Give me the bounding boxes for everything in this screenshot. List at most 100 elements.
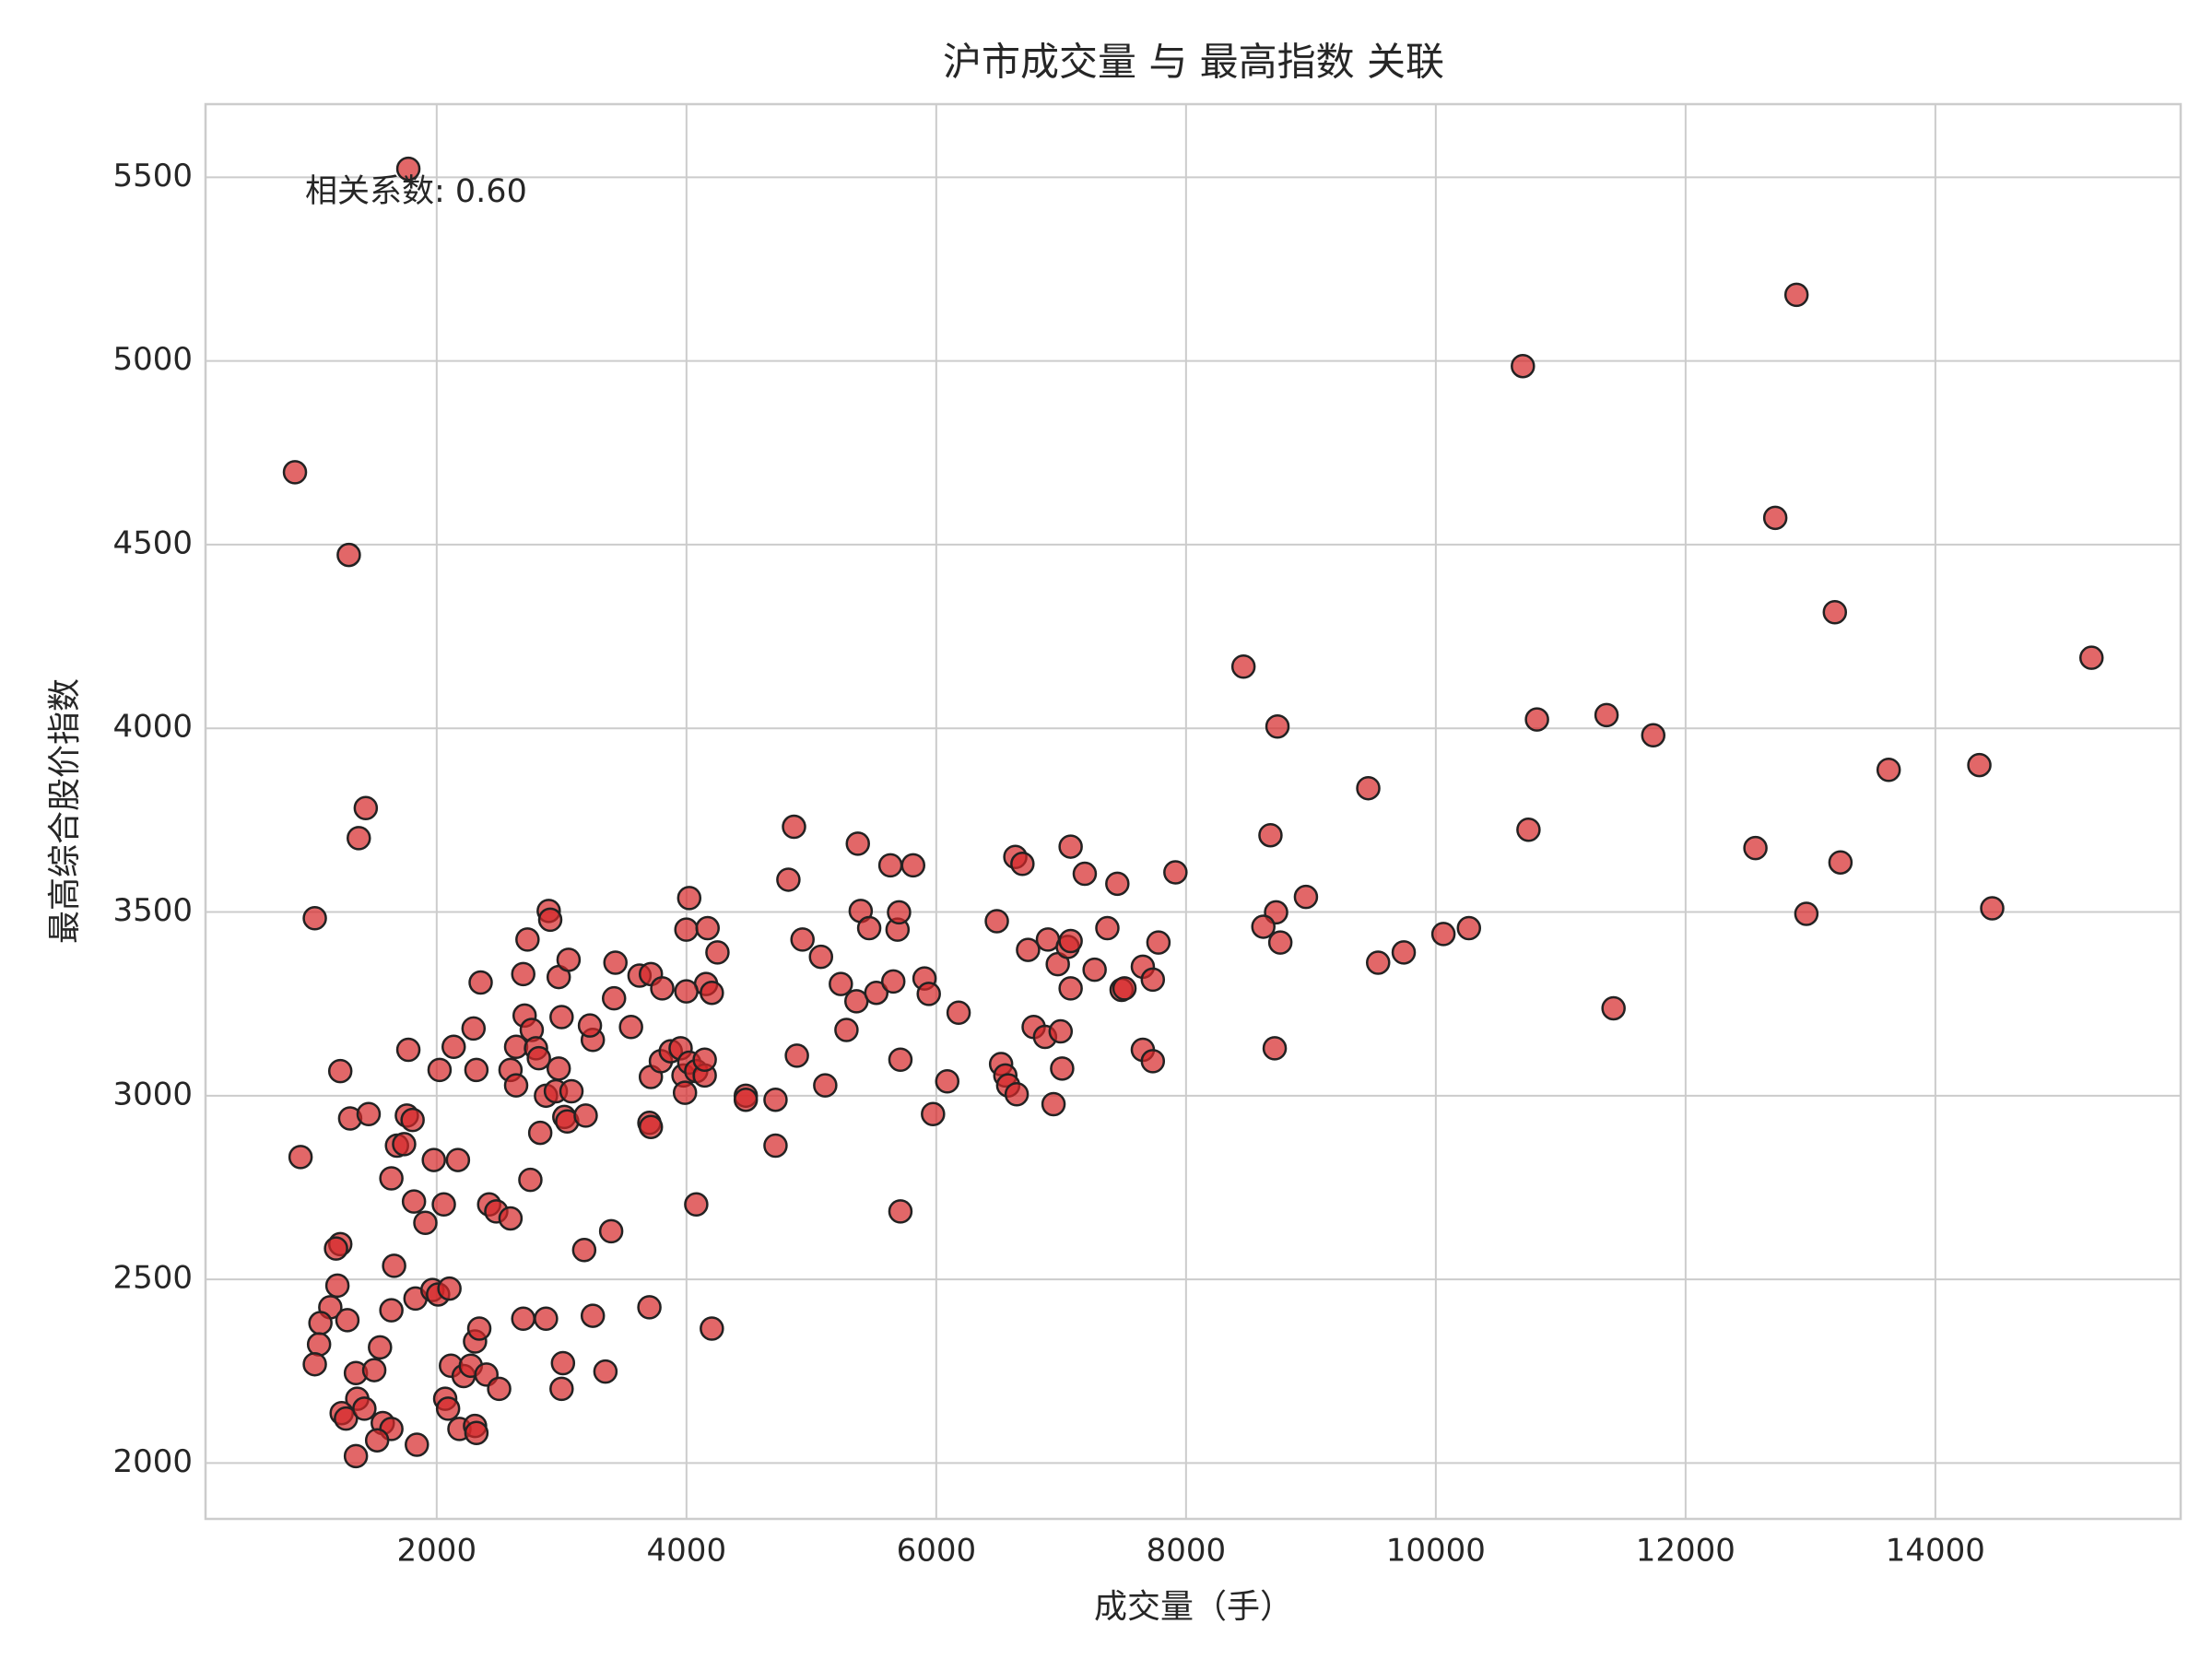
point <box>324 1273 350 1299</box>
point <box>534 1306 559 1332</box>
point <box>335 1308 360 1333</box>
point <box>487 1376 512 1402</box>
point <box>1095 915 1120 941</box>
point <box>674 917 699 942</box>
point <box>435 1396 461 1421</box>
point <box>1010 852 1035 877</box>
point <box>880 969 906 994</box>
y-axis-label: 最高综合股价指数 <box>46 678 84 944</box>
point <box>1082 957 1107 982</box>
point <box>684 1192 709 1218</box>
point <box>445 1147 471 1172</box>
point <box>382 1253 406 1278</box>
point <box>916 982 941 1006</box>
point <box>887 900 912 925</box>
point <box>900 853 926 878</box>
point <box>466 1316 492 1341</box>
point <box>1794 901 1819 926</box>
point <box>302 906 327 931</box>
point <box>361 1358 387 1382</box>
point <box>1365 950 1391 975</box>
x-tick-label: 14000 <box>1886 1533 1985 1570</box>
point <box>672 1080 698 1105</box>
point <box>2079 645 2104 670</box>
point <box>618 1015 643 1040</box>
point <box>790 927 815 952</box>
point <box>935 1069 960 1094</box>
x-tick-label: 2000 <box>397 1533 477 1570</box>
point <box>431 1192 456 1218</box>
y-tick-label: 4500 <box>112 524 193 561</box>
point <box>1293 884 1319 910</box>
point <box>1762 505 1788 531</box>
point <box>1391 940 1417 965</box>
point <box>405 1432 429 1457</box>
point <box>559 1078 584 1104</box>
point <box>763 1087 788 1112</box>
point <box>1980 896 2005 921</box>
y-tick-label: 3500 <box>112 892 193 929</box>
point <box>603 950 628 975</box>
point <box>556 947 582 972</box>
point <box>601 985 627 1011</box>
point <box>888 1047 913 1073</box>
point <box>427 1057 453 1083</box>
point <box>421 1147 446 1172</box>
point <box>637 1295 662 1320</box>
annotation: 相关系数: 0.60 <box>305 173 527 210</box>
point <box>1267 930 1293 955</box>
point <box>695 915 720 941</box>
point <box>877 853 903 878</box>
chart-title: 沪市成交量 与 最高指数 关联 <box>943 40 1444 85</box>
point <box>580 1303 606 1328</box>
point <box>498 1206 524 1231</box>
point <box>527 1120 553 1146</box>
point <box>674 979 699 1004</box>
point <box>395 1037 421 1063</box>
point <box>336 542 361 568</box>
point <box>468 970 493 995</box>
point <box>1262 1036 1288 1061</box>
point <box>1058 976 1083 1001</box>
point <box>705 940 730 965</box>
x-tick-label: 10000 <box>1386 1533 1486 1570</box>
y-tick-label: 2000 <box>112 1443 193 1480</box>
point <box>1146 930 1171 955</box>
point <box>1967 752 1992 778</box>
point <box>593 1359 618 1384</box>
x-tick-label: 8000 <box>1147 1533 1227 1570</box>
point <box>834 1018 859 1042</box>
point <box>888 1199 913 1224</box>
point <box>464 1420 489 1445</box>
point <box>343 1443 369 1469</box>
point <box>677 886 702 911</box>
point <box>518 1167 543 1193</box>
point <box>856 915 882 941</box>
point <box>763 1133 788 1159</box>
point <box>692 1047 717 1073</box>
point <box>1004 1081 1030 1107</box>
point <box>347 826 371 851</box>
point <box>946 1000 971 1025</box>
point <box>1641 723 1666 748</box>
point <box>437 1276 462 1301</box>
point <box>464 1057 489 1083</box>
plot-frame <box>204 102 2183 1521</box>
y-tick-label: 5000 <box>112 341 193 378</box>
point <box>1601 995 1626 1021</box>
point <box>733 1087 759 1112</box>
point <box>1516 817 1541 842</box>
point <box>1251 914 1276 939</box>
point <box>1524 707 1549 732</box>
point <box>308 1311 333 1335</box>
y-tick-label: 2500 <box>112 1260 193 1297</box>
point <box>327 1058 353 1084</box>
y-tick-label: 3000 <box>112 1076 193 1112</box>
point <box>1822 600 1848 625</box>
point <box>503 1073 529 1098</box>
point <box>700 1316 724 1341</box>
point <box>511 1306 535 1332</box>
point <box>368 1335 393 1360</box>
point <box>546 1056 571 1081</box>
